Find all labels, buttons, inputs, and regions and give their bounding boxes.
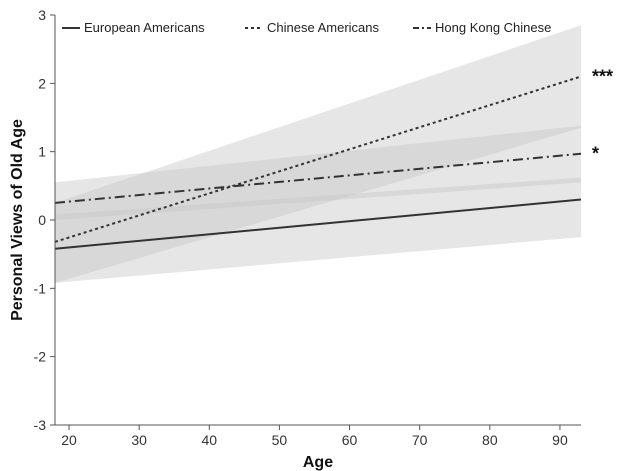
x-tick-label: 40: [202, 432, 218, 448]
axes: -3 -2 -1 0 1 2 3 20 30 40 50 60 70 80 90: [34, 7, 581, 448]
legend-label-1: Chinese Americans: [267, 20, 379, 35]
ci-band-2: [55, 125, 581, 220]
y-axis-title: Personal Views of Old Age: [9, 119, 26, 321]
y-tick-label: 0: [38, 212, 46, 228]
series-line-0: [54, 198, 582, 250]
legend-label-2: Hong Kong Chinese: [435, 20, 551, 35]
legend-label-0: European Americans: [84, 20, 205, 35]
legend: European Americans Chinese Americans Hong …: [62, 20, 551, 35]
x-tick-label: 50: [272, 432, 288, 448]
significance-markers: ****: [592, 67, 613, 164]
series-line-1: [54, 75, 582, 243]
y-tick-label: -1: [34, 280, 47, 296]
significance-marker-2: *: [592, 144, 599, 164]
y-tick-label: 2: [38, 75, 46, 91]
x-tick-label: 90: [552, 432, 568, 448]
confidence-bands: [55, 25, 581, 283]
ci-band-1: [55, 25, 581, 283]
x-axis-title: Age: [303, 454, 333, 471]
x-tick-label: 60: [342, 432, 358, 448]
x-tick-label: 70: [412, 432, 428, 448]
y-tick-label: 3: [38, 7, 46, 23]
y-tick-label: 1: [38, 144, 46, 160]
series-line-2: [54, 152, 582, 204]
series-lines: [54, 75, 582, 250]
ci-band-0: [55, 177, 581, 283]
significance-marker-1: ***: [592, 67, 613, 87]
x-tick-label: 30: [131, 432, 147, 448]
y-tick-label: -2: [34, 349, 47, 365]
y-tick-label: -3: [34, 417, 47, 433]
x-tick-label: 80: [482, 432, 498, 448]
x-tick-label: 20: [61, 432, 77, 448]
